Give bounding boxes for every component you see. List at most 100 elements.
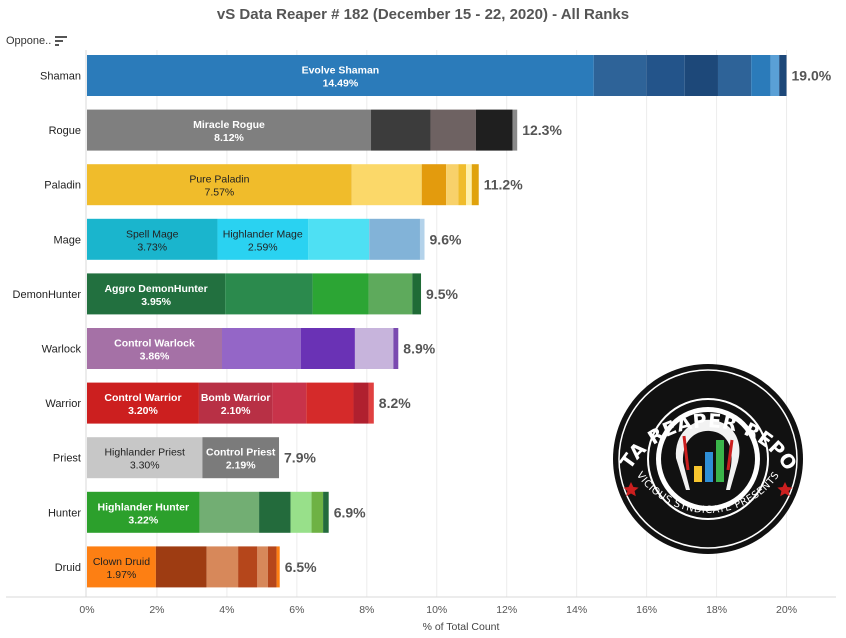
bar-segment xyxy=(312,273,369,315)
total-value-label: 8.9% xyxy=(403,341,435,357)
bar-segment xyxy=(770,55,780,96)
category-label: Rogue xyxy=(49,125,81,137)
bar-segment xyxy=(475,109,513,151)
segment-value-label: 2.59% xyxy=(248,241,278,253)
segment-value-label: 3.86% xyxy=(140,351,170,363)
bar-segment xyxy=(353,382,369,424)
segment-label: Highlander Mage xyxy=(223,228,303,240)
bar-segment xyxy=(421,164,447,206)
bar-segment xyxy=(198,382,273,424)
bar-segment xyxy=(306,382,354,424)
x-tick-label: 12% xyxy=(496,604,517,616)
bar-segment xyxy=(300,328,355,369)
bar-segment xyxy=(217,218,309,260)
total-value-label: 12.3% xyxy=(522,122,562,138)
x-tick-label: 16% xyxy=(636,604,657,616)
category-label: Druid xyxy=(55,562,81,574)
bar-segment xyxy=(412,273,422,315)
category-label: Shaman xyxy=(40,71,81,83)
segment-value-label: 3.22% xyxy=(128,514,158,526)
bar-segment xyxy=(87,437,203,479)
total-value-label: 6.5% xyxy=(285,559,317,575)
segment-label: Aggro DemonHunter xyxy=(104,283,207,295)
opponent-filter[interactable]: Oppone.. xyxy=(6,35,68,47)
segment-label: Spell Mage xyxy=(126,228,179,240)
segment-label: Highlander Priest xyxy=(104,447,185,459)
bar-segment xyxy=(87,546,156,588)
bar-segment xyxy=(199,491,260,533)
bar-segment xyxy=(717,55,752,96)
category-label: DemonHunter xyxy=(13,289,82,301)
bar-segment xyxy=(87,164,352,206)
star-icon xyxy=(623,482,639,497)
bar-segment xyxy=(466,164,472,206)
x-tick-label: 2% xyxy=(149,604,164,616)
segment-label: Highlander Hunter xyxy=(98,501,190,513)
bar-segment xyxy=(311,491,324,533)
bar-segment xyxy=(751,55,771,96)
total-value-label: 6.9% xyxy=(334,504,366,520)
x-tick-label: 4% xyxy=(219,604,234,616)
total-value-label: 11.2% xyxy=(484,177,523,193)
segment-label: Evolve Shaman xyxy=(302,65,380,77)
x-tick-label: 8% xyxy=(359,604,374,616)
segment-value-label: 3.30% xyxy=(130,460,160,472)
segment-label: Bomb Warrior xyxy=(201,392,271,404)
total-value-label: 9.6% xyxy=(430,231,462,247)
bar-segment xyxy=(393,328,399,369)
bar-segment xyxy=(684,55,718,96)
bar-segment xyxy=(259,491,291,533)
total-value-label: 19.0% xyxy=(792,68,832,84)
total-value-label: 8.2% xyxy=(379,395,411,411)
bar-segment xyxy=(290,491,312,533)
category-label: Hunter xyxy=(48,507,81,519)
segment-label: Miracle Rogue xyxy=(193,119,265,131)
bar-segment xyxy=(308,218,370,260)
total-value-label: 9.5% xyxy=(426,286,458,302)
bar-segment xyxy=(87,382,199,424)
segment-value-label: 3.95% xyxy=(141,296,171,308)
segment-label: Control Priest xyxy=(206,447,276,459)
category-label: Priest xyxy=(53,453,81,465)
bar-segment xyxy=(458,164,467,206)
segment-value-label: 2.19% xyxy=(226,460,256,472)
x-tick-label: 18% xyxy=(706,604,727,616)
total-value-label: 7.9% xyxy=(284,450,316,466)
bar-segment xyxy=(512,109,518,151)
bar-segment xyxy=(202,437,280,479)
bar-segment xyxy=(272,382,307,424)
bar-segment xyxy=(225,273,313,315)
bar-segment xyxy=(87,109,372,151)
bar-segment xyxy=(238,546,258,588)
bar-segment xyxy=(471,164,479,206)
sort-icon[interactable] xyxy=(55,36,68,46)
bar-segment xyxy=(368,382,374,424)
bar-segment xyxy=(779,55,787,96)
segment-value-label: 8.12% xyxy=(214,132,244,144)
bar-segment xyxy=(87,491,200,533)
category-label: Warrior xyxy=(45,398,81,410)
segment-label: Clown Druid xyxy=(93,556,150,568)
bar-segment xyxy=(257,546,268,588)
x-axis-title: % of Total Count xyxy=(423,621,500,633)
x-tick-label: 10% xyxy=(426,604,447,616)
bar-segment xyxy=(430,109,476,151)
bar-segment xyxy=(351,164,422,206)
bar-segment xyxy=(419,218,425,260)
bar-segment xyxy=(87,55,594,96)
bar-segment xyxy=(267,546,277,588)
segment-value-label: 14.49% xyxy=(323,78,359,90)
category-label: Warlock xyxy=(42,344,82,356)
bar-segment xyxy=(646,55,685,96)
bar-segment xyxy=(87,218,218,260)
bar-segment xyxy=(369,218,420,260)
x-axis: % of Total Count 0% 2% 4% 6% 8% 10% 12% 14% 16% 1… xyxy=(6,50,836,633)
bar-segment xyxy=(593,55,647,96)
bar-segment xyxy=(368,273,413,315)
x-tick-label: 6% xyxy=(289,604,304,616)
star-icon xyxy=(777,482,793,497)
segment-value-label: 3.20% xyxy=(128,405,158,417)
bar-segment xyxy=(222,328,301,369)
